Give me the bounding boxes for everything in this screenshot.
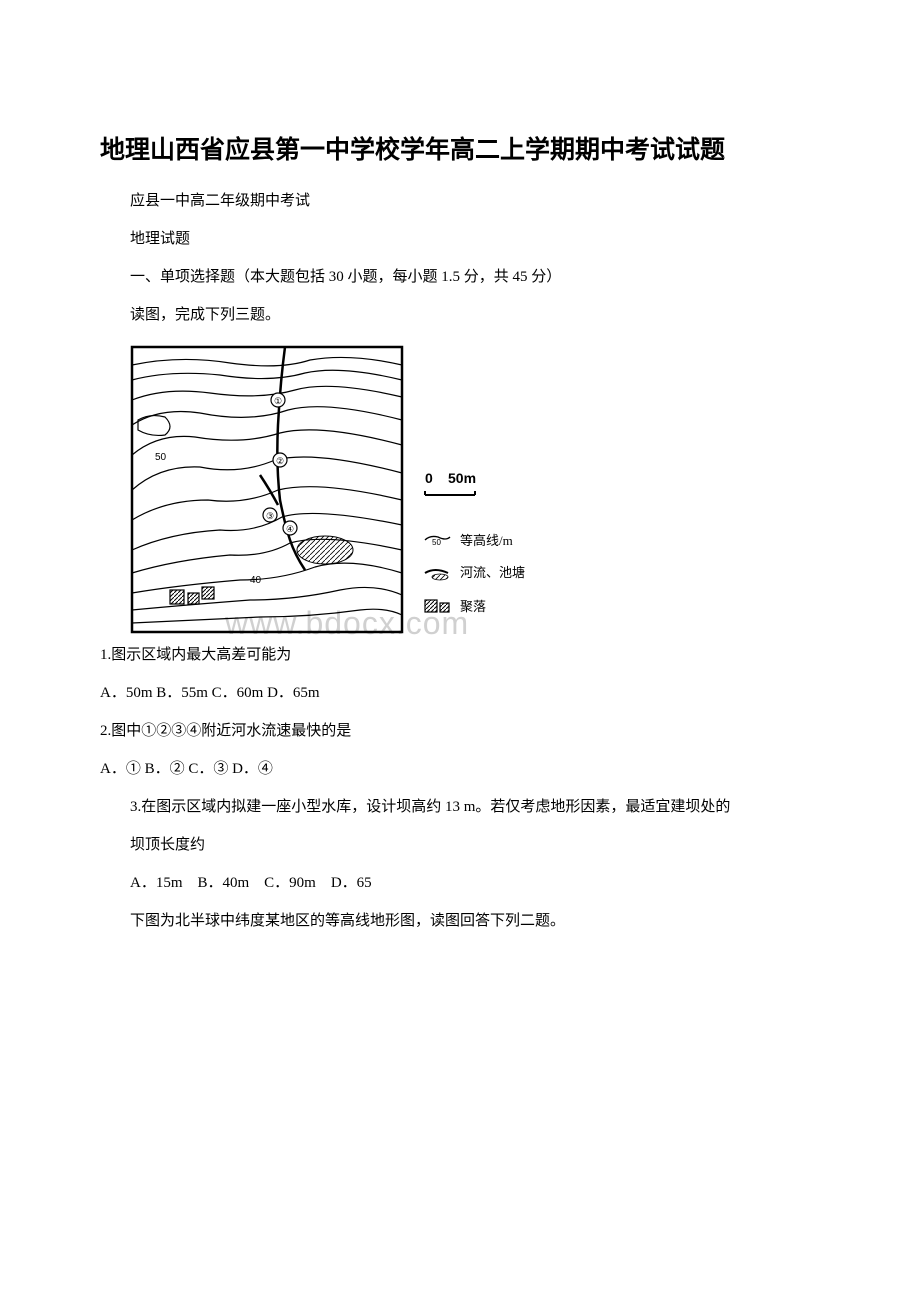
svg-text:0: 0 (425, 470, 433, 486)
question-3-options: A．15m B．40m C．90m D．65 (100, 868, 820, 898)
svg-text:50: 50 (432, 538, 441, 547)
svg-text:④: ④ (286, 524, 294, 534)
scale-bar: 0 50m (425, 470, 476, 495)
svg-text:②: ② (276, 456, 284, 466)
settlements (170, 587, 214, 604)
question-2-options: A．① B．② C．③ D．④ (100, 754, 820, 784)
question-3-line1: 3.在图示区域内拟建一座小型水库，设计坝高约 13 m。若仅考虑地形因素，最适宜… (100, 792, 820, 822)
q2-intro: 下图为北半球中纬度某地区的等高线地形图，读图回答下列二题。 (100, 906, 820, 936)
header-line-1: 应县一中高二年级期中考试 (100, 186, 820, 216)
question-1-options: A．50m B．55m C．60m D．65m (100, 678, 820, 708)
svg-text:等高线/m: 等高线/m (460, 533, 513, 548)
header-line-2: 地理试题 (100, 224, 820, 254)
topographic-map: 50 40 ① ② ③ ④ (130, 345, 820, 635)
section-header: 一、单项选择题（本大题包括 30 小题，每小题 1.5 分，共 45 分） (100, 262, 820, 292)
legend-contour: 50 等高线/m (425, 533, 513, 548)
contour-label-40: 40 (250, 575, 262, 586)
contour-label-50: 50 (155, 452, 167, 463)
point-markers: ① ② ③ ④ (263, 393, 297, 535)
question-2: 2.图中①②③④附近河水流速最快的是 (100, 716, 820, 746)
svg-text:50m: 50m (448, 470, 476, 486)
q1-intro: 读图，完成下列三题。 (100, 300, 820, 330)
content-wrapper: 地理山西省应县第一中学校学年高二上学期期中考试试题 应县一中高二年级期中考试 地… (100, 130, 820, 936)
svg-text:①: ① (274, 396, 282, 406)
question-1: 1.图示区域内最大高差可能为 (100, 640, 820, 670)
svg-text:河流、池塘: 河流、池塘 (460, 565, 525, 580)
contour-lines (132, 357, 402, 623)
svg-text:聚落: 聚落 (460, 599, 486, 614)
svg-text:③: ③ (266, 511, 274, 521)
question-3-line2: 坝顶长度约 (100, 830, 820, 860)
map-border (132, 347, 402, 632)
page-title: 地理山西省应县第一中学校学年高二上学期期中考试试题 (100, 130, 820, 166)
pond (297, 536, 353, 564)
legend-river: 河流、池塘 (425, 565, 525, 580)
map-svg: 50 40 ① ② ③ ④ (130, 345, 530, 635)
legend-settlement: 聚落 (425, 599, 486, 614)
